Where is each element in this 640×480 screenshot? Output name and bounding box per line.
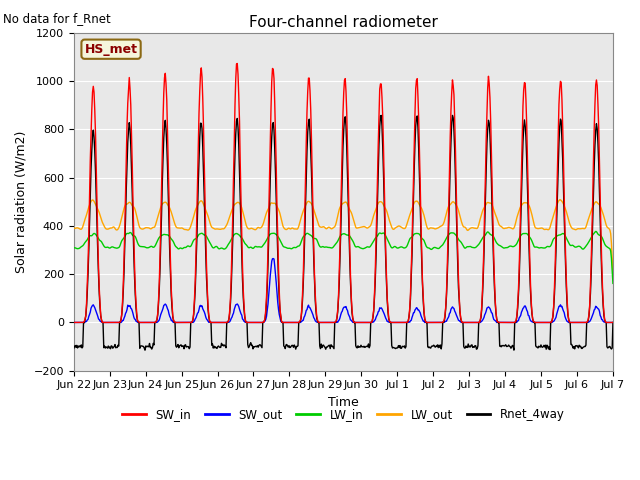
- Rnet_4way: [410, 194, 417, 200]
- Rnet_4way: [449, 112, 456, 118]
- Rnet_4way: [219, 342, 227, 348]
- LW_in: [592, 228, 600, 234]
- LW_out: [218, 226, 226, 232]
- LW_out: [70, 226, 77, 231]
- SW_out: [190, 319, 198, 325]
- Rnet_4way: [70, 346, 77, 351]
- SW_in: [135, 319, 143, 325]
- Title: Four-channel radiometer: Four-channel radiometer: [249, 15, 438, 30]
- SW_in: [426, 320, 433, 325]
- SW_out: [426, 320, 433, 325]
- Rnet_4way: [135, 320, 143, 325]
- Rnet_4way: [191, 300, 198, 305]
- Rnet_4way: [141, 348, 149, 353]
- Rnet_4way: [80, 320, 88, 325]
- Line: LW_out: LW_out: [74, 200, 613, 274]
- SW_out: [410, 310, 417, 316]
- Rnet_4way: [426, 344, 433, 350]
- Text: No data for f_Rnet: No data for f_Rnet: [3, 12, 111, 25]
- Legend: SW_in, SW_out, LW_in, LW_out, Rnet_4way: SW_in, SW_out, LW_in, LW_out, Rnet_4way: [117, 403, 570, 426]
- LW_in: [424, 245, 432, 251]
- LW_in: [135, 242, 143, 248]
- LW_in: [80, 242, 88, 248]
- LW_out: [424, 226, 432, 232]
- SW_in: [234, 60, 241, 66]
- Line: LW_in: LW_in: [74, 231, 613, 283]
- LW_out: [609, 271, 617, 277]
- Line: SW_out: SW_out: [74, 259, 613, 323]
- LW_out: [80, 221, 88, 227]
- SW_out: [70, 320, 77, 325]
- X-axis label: Time: Time: [328, 396, 359, 409]
- Y-axis label: Solar radiation (W/m2): Solar radiation (W/m2): [15, 131, 28, 273]
- LW_in: [190, 237, 198, 243]
- LW_in: [70, 245, 77, 251]
- SW_in: [80, 320, 88, 325]
- SW_out: [609, 320, 617, 325]
- SW_out: [269, 256, 277, 262]
- SW_out: [135, 320, 143, 325]
- Text: HS_met: HS_met: [84, 43, 138, 56]
- LW_out: [556, 197, 564, 203]
- LW_out: [135, 223, 143, 228]
- SW_in: [218, 320, 226, 325]
- Rnet_4way: [609, 320, 617, 325]
- SW_out: [80, 320, 88, 325]
- SW_in: [70, 320, 77, 325]
- SW_out: [218, 320, 226, 325]
- LW_out: [409, 204, 417, 210]
- SW_in: [410, 171, 417, 177]
- LW_out: [190, 213, 198, 219]
- Line: Rnet_4way: Rnet_4way: [74, 115, 613, 350]
- Line: SW_in: SW_in: [74, 63, 613, 323]
- LW_in: [409, 233, 417, 239]
- SW_in: [609, 320, 617, 325]
- LW_in: [609, 280, 617, 286]
- SW_in: [190, 309, 198, 315]
- LW_in: [218, 245, 226, 251]
